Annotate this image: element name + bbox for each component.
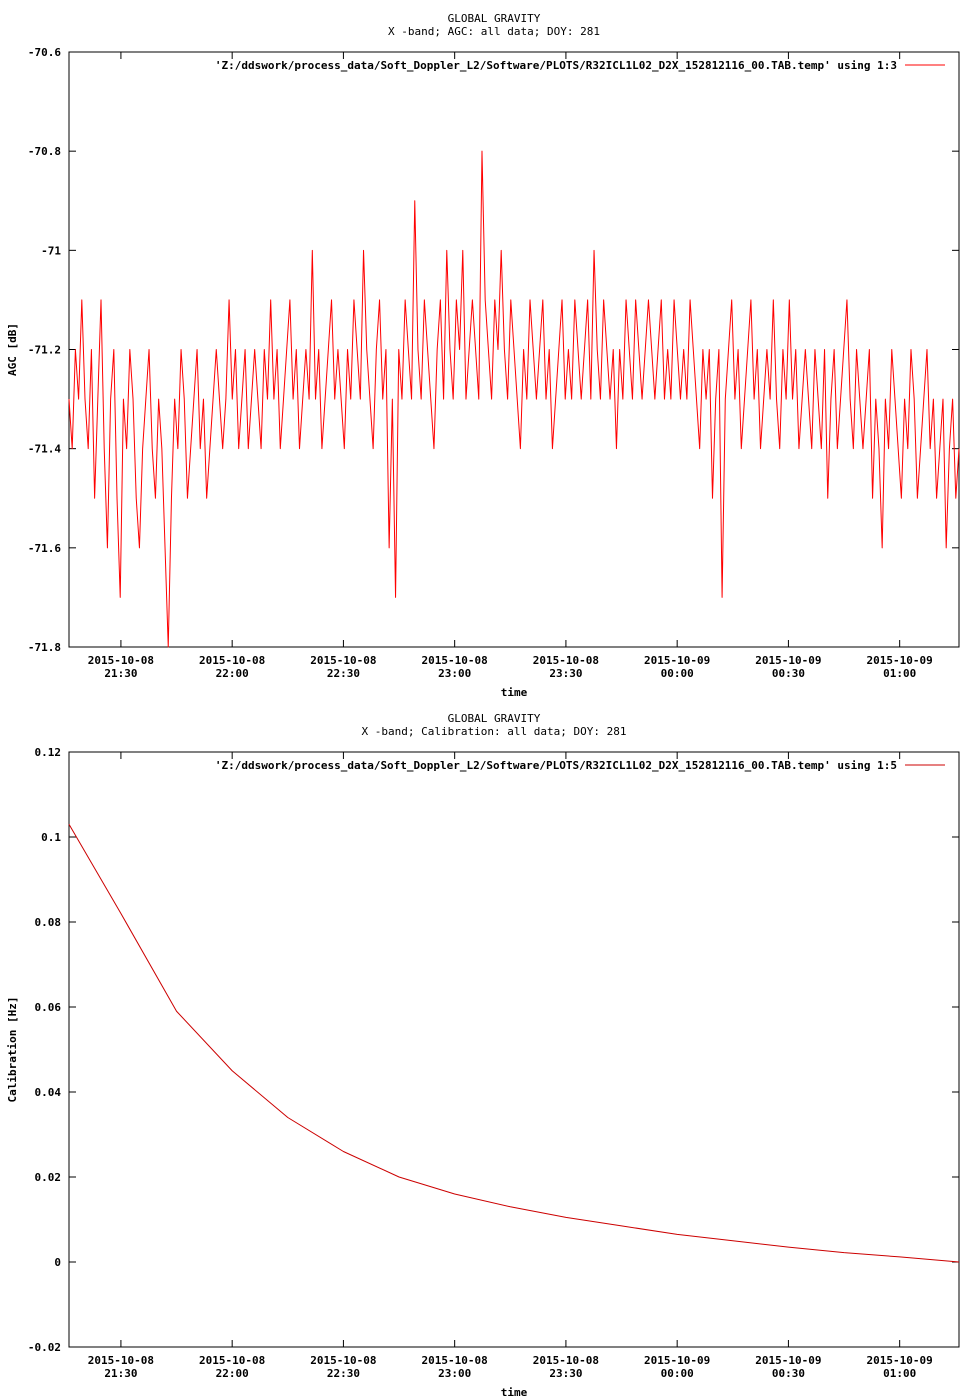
x-tick-label-date: 2015-10-08 [422,1354,488,1367]
x-tick-label-date: 2015-10-09 [867,654,933,667]
series-line-1 [68,150,960,648]
x-tick-label-date: 2015-10-08 [310,1354,376,1367]
x-tick-label-time: 23:00 [438,667,471,680]
series-line-1 [68,823,960,1263]
legend-label: 'Z:/ddswork/process_data/Soft_Doppler_L2… [215,759,897,772]
x-tick-label-date: 2015-10-09 [867,1354,933,1367]
x-tick-label-date: 2015-10-08 [199,1354,265,1367]
x-tick-label-date: 2015-10-08 [88,654,154,667]
chart-subtitle: X -band; Calibration: all data; DOY: 281 [362,725,627,738]
x-tick-label-time: 00:00 [661,1367,694,1380]
x-tick-label-time: 22:30 [327,1367,360,1380]
y-tick-label: -70.6 [28,46,61,59]
x-tick-label-time: 22:30 [327,667,360,680]
y-tick-label: -71.8 [28,641,61,654]
x-tick-label-date: 2015-10-08 [533,654,599,667]
x-tick-label-date: 2015-10-09 [755,1354,821,1367]
x-tick-label-date: 2015-10-08 [310,654,376,667]
chart-title: GLOBAL GRAVITY [448,712,541,725]
x-tick-label-time: 21:30 [104,667,137,680]
y-axis-label: Calibration [Hz] [6,997,19,1103]
legend-label: 'Z:/ddswork/process_data/Soft_Doppler_L2… [215,59,897,72]
y-tick-label: 0.12 [35,746,62,759]
x-tick-label-date: 2015-10-09 [644,1354,710,1367]
x-tick-label-date: 2015-10-08 [533,1354,599,1367]
x-tick-label-time: 23:00 [438,1367,471,1380]
x-tick-label-time: 00:00 [661,667,694,680]
y-tick-label: 0.04 [35,1086,62,1099]
x-tick-label-time: 23:30 [549,1367,582,1380]
y-tick-label: 0.08 [35,916,62,929]
y-tick-label: -71.4 [28,443,61,456]
x-tick-label-date: 2015-10-09 [755,654,821,667]
x-tick-label-time: 22:00 [216,667,249,680]
x-tick-label-date: 2015-10-08 [422,654,488,667]
x-tick-label-time: 00:30 [772,667,805,680]
x-tick-label-time: 23:30 [549,667,582,680]
y-tick-label: -0.02 [28,1341,61,1354]
y-tick-label: -71.6 [28,542,61,555]
y-tick-label: 0 [54,1256,61,1269]
y-tick-label: 0.06 [35,1001,62,1014]
y-tick-label: 0.02 [35,1171,62,1184]
y-tick-label: 0.1 [41,831,61,844]
x-axis-label: time [501,686,528,699]
x-tick-label-time: 21:30 [104,1367,137,1380]
x-axis-label: time [501,1386,528,1399]
y-axis-label: AGC [dB] [6,323,19,376]
plot-frame [68,751,960,1348]
y-tick-label: -71 [41,244,61,257]
x-tick-label-date: 2015-10-08 [88,1354,154,1367]
x-tick-label-time: 01:00 [883,667,916,680]
chart-title: GLOBAL GRAVITY [448,12,541,25]
x-tick-label-time: 00:30 [772,1367,805,1380]
y-tick-label: -70.8 [28,145,61,158]
x-tick-label-time: 22:00 [216,1367,249,1380]
x-tick-label-date: 2015-10-09 [644,654,710,667]
x-tick-label-time: 01:00 [883,1367,916,1380]
y-tick-label: -71.2 [28,344,61,357]
x-tick-label-date: 2015-10-08 [199,654,265,667]
chart-subtitle: X -band; AGC: all data; DOY: 281 [388,25,600,38]
